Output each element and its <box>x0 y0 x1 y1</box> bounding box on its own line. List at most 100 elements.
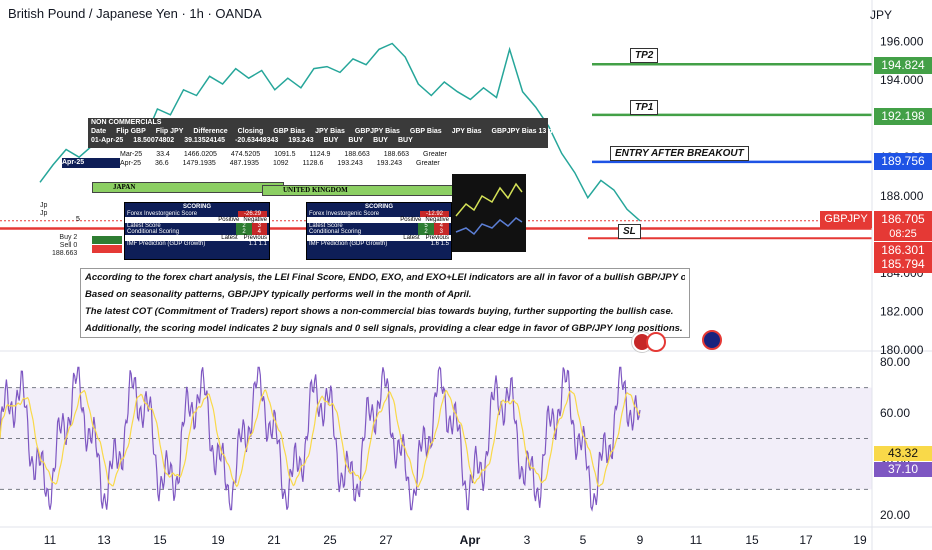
signal-labels: Buy 2 Sell 0 188.663 <box>52 234 77 258</box>
japan-imf: IMF Prediction (GDP Growth) <box>127 241 206 247</box>
uk-latest: Latest <box>403 235 420 241</box>
time-tick-label: 3 <box>524 533 531 547</box>
cot-cell: 36.6 <box>155 160 169 167</box>
rsi-tick-label: 20.00 <box>880 508 910 522</box>
time-tick-label: 19 <box>211 533 225 547</box>
side-labels: Jp Jp <box>40 202 47 218</box>
cot-cell: 1128.6 <box>302 160 324 167</box>
cot-date-row: 01-Apr-25 18.50074802 39.13524145 -20.63449… <box>88 136 548 145</box>
cot-header-row: Date Flip GBP Flip JPY Difference Closing GBP… <box>88 127 564 136</box>
side-five: 5 <box>76 216 80 223</box>
seasonality-mini-chart <box>452 174 526 252</box>
time-tick-label: 11 <box>44 533 57 547</box>
time-tick-label: 21 <box>267 533 281 547</box>
japan-negative: Negative <box>243 217 267 223</box>
note-line: Based on seasonality patterns, GBP/JPY t… <box>85 289 472 300</box>
uk-negative: Negative <box>425 217 449 223</box>
buy-count: Buy 2 <box>59 234 78 241</box>
tp1-label: TP1 <box>630 100 659 115</box>
uk-fi-value: -12.92 <box>419 211 449 217</box>
current-price-tag: 186.705 <box>874 211 932 228</box>
japan-latest: Latest <box>221 235 238 241</box>
uk-fi-label: Forex Investorgenic Score <box>309 211 380 217</box>
uk-latest-score: Latest Score <box>309 223 343 229</box>
cot-cell: BUY <box>323 137 339 144</box>
uk-cell: 4 <box>433 223 449 229</box>
note-line: Additionally, the scoring model indicate… <box>85 323 683 334</box>
currency-label[interactable]: JPY <box>869 8 892 22</box>
cot-cell: 188.663 <box>383 151 410 158</box>
japan-conditional: Conditional Scoring <box>127 229 180 235</box>
japan-cell: 4 <box>251 229 267 235</box>
note-line: According to the forex chart analysis, t… <box>85 272 685 283</box>
tp1-price-tag: 192.198 <box>874 108 932 125</box>
uk-previous: Previous <box>425 235 449 241</box>
cot-header-cell: Difference <box>193 128 228 135</box>
cot-left-label: Apr-25 <box>62 158 120 168</box>
time-tick-label: 9 <box>637 533 644 547</box>
side-jp1: Jp <box>40 202 48 209</box>
cot-header-cell: Date <box>91 128 107 135</box>
rsi-ma-tag: 37.10 <box>874 462 932 477</box>
cot-monthly-rows: Mar-25 33.4 1466.0205 474.5205 1091.5 1124.9 1… <box>120 150 447 168</box>
cot-cell: 33.4 <box>156 151 170 158</box>
japan-imf-previous: 1.1 <box>258 241 267 247</box>
japan-cell: 2 <box>236 223 252 229</box>
cot-cell: BUY <box>373 137 388 144</box>
cot-cell: 1091.5 <box>274 151 296 158</box>
japan-cell: 2 <box>236 229 252 235</box>
cot-header-cell: JPY Bias <box>451 128 482 135</box>
time-tick-label: 15 <box>153 533 167 547</box>
entry-label: ENTRY AFTER BREAKOUT <box>610 146 749 161</box>
uk-flag-icon[interactable] <box>702 330 722 350</box>
japan-cell: 3 <box>251 223 267 229</box>
japan-scoring-title: SCORING <box>182 204 211 210</box>
cot-cell: 487.1935 <box>229 160 259 167</box>
cot-cell: 1479.1935 <box>182 160 216 167</box>
uk-imf-previous: 1.5 <box>440 241 449 247</box>
japan-scoring-panel: SCORING Forex Investorgenic Score -26.29… <box>124 202 270 260</box>
cot-title: NON COMMERCIALS <box>91 119 162 126</box>
cot-header-cell: Flip JPY <box>155 128 184 135</box>
side-price: 188.663 <box>52 250 78 257</box>
note-line: The latest COT (Commitment of Traders) r… <box>85 306 674 317</box>
uk-imf: IMF Prediction (GDP Growth) <box>309 241 388 247</box>
uk-scoring-panel: SCORING Forex Investorgenic Score -12.92… <box>306 202 452 260</box>
cot-table: NON COMMERCIALS Date Flip GBP Flip JPY Diff… <box>88 118 564 148</box>
time-tick-label: 5 <box>580 533 587 547</box>
cot-cell: -20.63449343 <box>235 137 279 144</box>
cot-row: Mar-25 33.4 1466.0205 474.5205 1091.5 1124.9 1… <box>120 150 447 159</box>
uk-header: UNITED KINGDOM <box>262 185 474 196</box>
uk-positive: Positive <box>400 217 422 223</box>
analysis-note: According to the forex chart analysis, t… <box>80 268 690 338</box>
time-tick-label: 11 <box>690 533 703 547</box>
uk-cell: 2 <box>418 229 434 235</box>
time-tick-label: Apr <box>460 533 481 547</box>
time-tick-label: 17 <box>799 533 813 547</box>
sell-signal-bar <box>92 245 122 253</box>
rsi-ma-line <box>0 389 641 488</box>
countdown-tag: 08:25 <box>874 228 932 241</box>
side-jp2: Jp <box>40 210 48 217</box>
cot-cell: 474.5205 <box>230 151 261 158</box>
time-tick-label: 25 <box>323 533 337 547</box>
cot-cell: 1124.9 <box>309 151 331 158</box>
cot-row: Apr-25 36.6 1479.1935 487.1935 1092 1128.6 193… <box>120 159 447 168</box>
chart-title: British Pound / Japanese Yen · 1h · OAND… <box>8 6 262 21</box>
japan-fi-label: Forex Investorgenic Score <box>127 211 198 217</box>
cot-cell: Apr-25 <box>120 160 142 167</box>
sl-label: SL <box>618 224 641 239</box>
cot-header-cell: Flip GBP <box>116 128 146 135</box>
price-tick-label: 188.000 <box>880 189 924 203</box>
japan-imf-latest: 1.1 <box>248 241 257 247</box>
symbol-tag: GBPJPY <box>820 211 872 228</box>
uk-cell: 3 <box>433 229 449 235</box>
price-tick-label: 180.000 <box>880 343 924 357</box>
cot-cell: BUY <box>348 137 364 144</box>
entry-price-tag: 189.756 <box>874 153 932 170</box>
cot-header-cell: GBP Bias <box>409 128 442 135</box>
buy-signal-bar <box>92 236 122 244</box>
cot-cell: 18.50074802 <box>133 137 175 144</box>
uk-cell: 5 <box>418 223 434 229</box>
alert-icon[interactable] <box>646 332 666 352</box>
